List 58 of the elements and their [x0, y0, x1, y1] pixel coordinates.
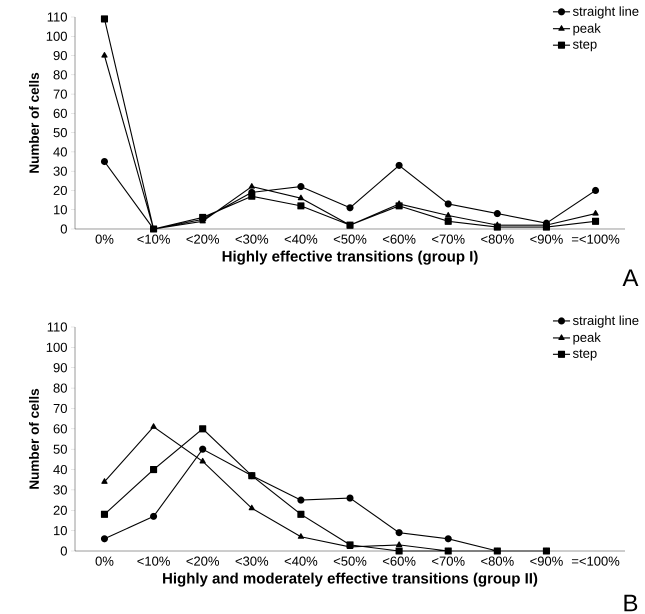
x-tick-label: <50%	[334, 234, 366, 244]
y-tick-label: 100	[46, 342, 67, 352]
x-tick-label: <90%	[530, 556, 563, 566]
y-tick-label: 0	[60, 224, 67, 234]
y-tick-label: 30	[54, 166, 67, 176]
legend-label: peak	[573, 332, 601, 345]
y-tick-label: 110	[48, 322, 67, 332]
y-tick-label: 80	[54, 70, 67, 80]
x-tick-label: <40%	[284, 234, 318, 244]
x-tick-label: <80%	[481, 556, 514, 566]
legend-label: step	[572, 349, 597, 360]
x-tick-label: <30%	[236, 556, 268, 566]
y-tick-label: 70	[54, 404, 67, 414]
legend-label: step	[572, 40, 597, 52]
y-tick-label: 40	[53, 464, 67, 474]
x-tick-label: <20%	[186, 234, 220, 244]
y-tick-label: 50	[54, 444, 67, 454]
y-tick-label: 70	[54, 89, 67, 99]
y-tick-label: 0	[60, 546, 67, 556]
y-axis-title: Number of cells	[28, 72, 39, 173]
legend-label: straight line	[572, 6, 638, 18]
y-tick-label: 90	[54, 363, 67, 372]
x-tick-label: <30%	[236, 234, 268, 244]
x-tick-label: <20%	[186, 556, 220, 566]
y-tick-label: 20	[54, 186, 67, 196]
x-tick-label: <60%	[382, 234, 416, 244]
x-tick-label: <70%	[432, 234, 465, 244]
x-tick-label: 0%	[96, 234, 114, 244]
x-tick-label: <40%	[284, 556, 318, 566]
legend-label: straight line	[572, 316, 638, 328]
y-tick-label: 20	[54, 506, 67, 515]
legend-label: peak	[573, 23, 601, 36]
y-tick-label: 50	[54, 128, 67, 138]
x-tick-label: <60%	[382, 556, 416, 566]
y-tick-label: 60	[54, 424, 67, 434]
y-tick-label: 10	[54, 526, 67, 536]
text: B	[624, 594, 638, 612]
x-tick-label: <50%	[334, 556, 366, 566]
y-tick-label: 90	[54, 50, 67, 60]
x-tick-label: 0%	[96, 556, 114, 566]
y-tick-label: 110	[48, 12, 67, 22]
x-axis-title: Highly and moderately effective transitions (group II)	[163, 572, 538, 587]
y-tick-label: 60	[54, 108, 67, 118]
y-axis-title: Number of cells	[28, 388, 39, 489]
x-tick-label: <10%	[137, 234, 170, 244]
y-tick-label: 80	[54, 383, 67, 393]
x-tick-label: =<100%	[572, 556, 620, 566]
x-axis-title: Highly effective transitions (group I)	[222, 250, 478, 265]
x-tick-label: <90%	[530, 234, 563, 244]
y-tick-label: 30	[54, 485, 67, 495]
x-tick-label: =<100%	[572, 234, 620, 244]
y-tick-label: 10	[54, 205, 67, 214]
y-tick-label: 40	[53, 147, 67, 157]
x-tick-label: <10%	[137, 556, 170, 566]
x-tick-label: <70%	[432, 556, 465, 566]
text: A	[622, 270, 638, 286]
x-tick-label: <80%	[481, 234, 514, 244]
y-tick-label: 100	[46, 32, 67, 41]
